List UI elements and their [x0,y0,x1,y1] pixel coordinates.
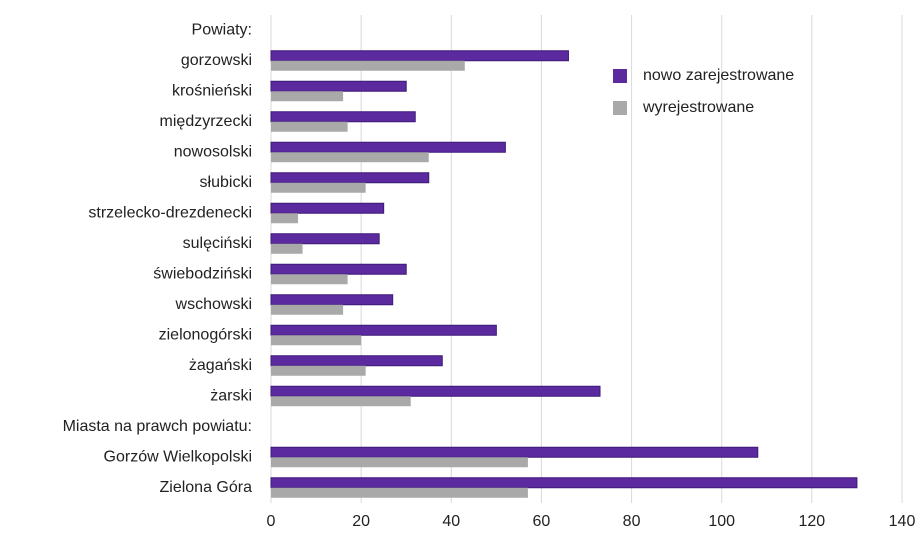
y-tick-label: świebodziński [153,265,252,282]
y-tick-label: żarski [210,387,252,404]
bar [271,213,299,224]
x-tick-label: 80 [623,513,641,530]
y-tick-label: żagański [189,357,252,374]
y-tick-label: sulęciński [183,235,252,252]
bar [270,294,394,306]
bar [270,50,569,62]
y-tick-label: Powiaty: [192,21,252,38]
x-tick-label: 40 [442,513,460,530]
bar [270,446,759,458]
bar [270,477,858,489]
y-tick-label: zielonogórski [159,326,252,343]
bar [271,304,344,315]
legend-label: nowo zarejestrowane [643,67,794,84]
y-tick-label: Miasta na prawch powiatu: [63,418,252,435]
bar [271,365,366,376]
y-tick-label: międzyrzecki [160,113,252,130]
y-tick-label: krośnieński [172,82,252,99]
y-tick-label: Zielona Góra [160,479,253,496]
legend-swatch [613,69,627,83]
bar [271,60,465,71]
y-tick-label: strzelecko-drezdenecki [88,204,252,221]
bar [271,91,344,102]
bar [271,152,429,163]
bar [270,202,385,214]
bar [271,457,528,468]
bar [270,172,430,184]
x-tick-label: 100 [708,513,735,530]
legend-swatch [613,101,627,115]
y-tick-label: wschowski [175,296,252,313]
x-tick-label: 0 [267,513,276,530]
bar [270,141,506,153]
bar [271,487,528,498]
bar [271,243,303,254]
bar [270,324,497,336]
y-tick-label: gorzowski [181,52,252,69]
bar [271,335,362,346]
bar [270,385,601,397]
bar [270,355,443,367]
bar [270,233,380,245]
y-tick-label: Gorzów Wielkopolski [104,448,252,465]
x-tick-label: 140 [889,513,916,530]
bar [271,121,348,132]
bar [270,80,407,92]
bar [271,396,411,407]
x-tick-label: 60 [533,513,551,530]
x-tick-label: 20 [352,513,370,530]
bar [271,274,348,285]
bar [270,263,407,275]
legend-label: wyrejestrowane [642,99,754,116]
bar [270,111,416,123]
y-tick-label: nowosolski [174,143,252,160]
y-tick-label: słubicki [200,174,252,191]
bar [271,182,366,193]
x-tick-label: 120 [799,513,826,530]
